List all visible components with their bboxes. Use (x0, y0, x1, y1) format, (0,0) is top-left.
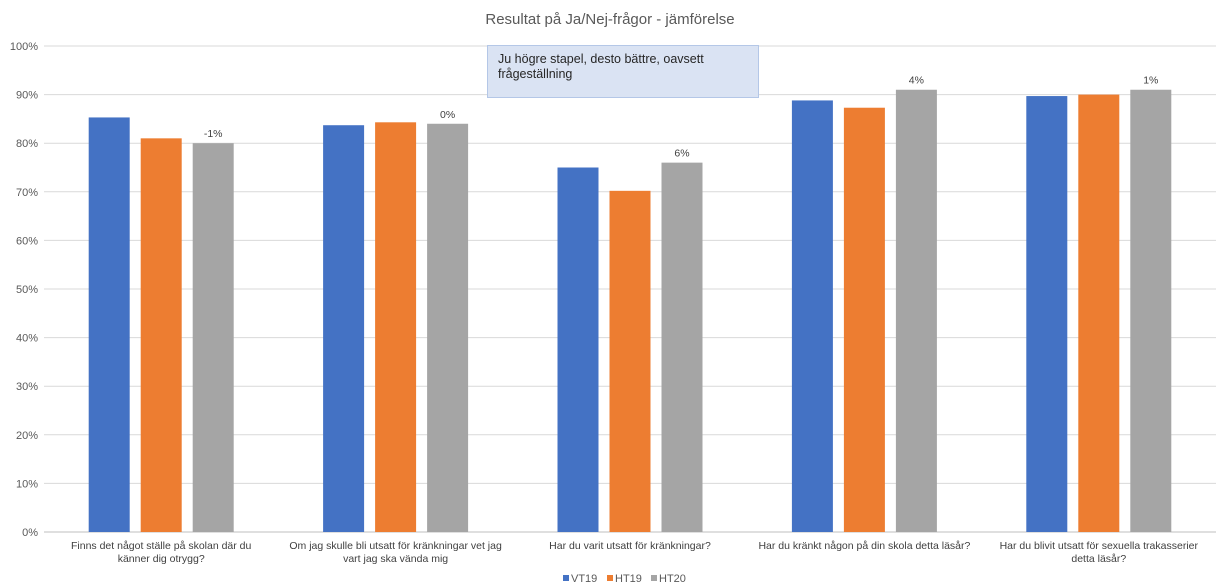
category-label: Har du blivit utsatt för sexuella trakas… (1000, 540, 1199, 565)
y-tick-label: 50% (16, 284, 38, 296)
bar-ht20-5 (1130, 89, 1172, 533)
y-tick-label: 40% (16, 333, 38, 345)
annotation-box: Ju högre stapel, desto bättre, oavsett f… (487, 45, 759, 98)
legend-swatch-ht20 (651, 575, 657, 581)
bar-ht20-4 (895, 89, 937, 533)
x-axis: Finns det något ställe på skolan där du k… (71, 540, 1198, 565)
data-label: 0% (440, 109, 455, 121)
y-tick-label: 10% (16, 478, 38, 490)
legend-label: HT19 (615, 573, 642, 585)
bar-ht20-2 (427, 123, 469, 532)
bar-ht19-2 (375, 122, 417, 532)
bar-ht20-1 (192, 143, 234, 532)
legend-swatch-vt19 (563, 575, 569, 581)
bar-ht19-1 (140, 138, 182, 532)
legend-label: VT19 (571, 573, 597, 585)
y-tick-label: 60% (16, 235, 38, 247)
bar-vt19-2 (323, 125, 365, 532)
bar-vt19-1 (88, 117, 130, 532)
y-tick-label: 90% (16, 90, 38, 102)
category-label: Har du kränkt någon på din skola detta l… (758, 540, 970, 552)
category-label: Om jag skulle bli utsatt för kränkningar… (289, 540, 502, 565)
bar-vt19-5 (1026, 96, 1068, 533)
y-tick-label: 30% (16, 381, 38, 393)
chart-title: Resultat på Ja/Nej-frågor - jämförelse (485, 11, 734, 28)
data-label: 4% (909, 75, 924, 87)
data-label: 1% (1143, 75, 1158, 87)
data-label: 6% (674, 148, 689, 160)
category-label: Har du varit utsatt för kränkningar? (549, 540, 711, 552)
y-tick-label: 80% (16, 138, 38, 150)
y-tick-label: 70% (16, 187, 38, 199)
data-labels: -1% 0% 6% 4% 1% (204, 75, 1159, 160)
category-label: Finns det något ställe på skolan där du k… (71, 540, 252, 565)
bar-ht19-3 (609, 190, 651, 532)
legend-label: HT20 (659, 573, 686, 585)
data-label: -1% (204, 128, 223, 140)
bar-ht19-4 (843, 107, 885, 533)
bar-ht20-3 (661, 162, 703, 532)
bars (88, 89, 1172, 533)
y-tick-label: 20% (16, 430, 38, 442)
bar-vt19-4 (791, 100, 833, 532)
y-axis: 0% 10% 20% 30% 40% 50% 60% 70% 80% 90% 100% (10, 41, 38, 539)
bar-vt19-3 (557, 167, 599, 532)
legend: VT19 HT19 HT20 (563, 573, 686, 585)
y-tick-label: 100% (10, 41, 38, 53)
legend-swatch-ht19 (607, 575, 613, 581)
bar-ht19-5 (1078, 94, 1120, 532)
y-tick-label: 0% (22, 527, 38, 539)
